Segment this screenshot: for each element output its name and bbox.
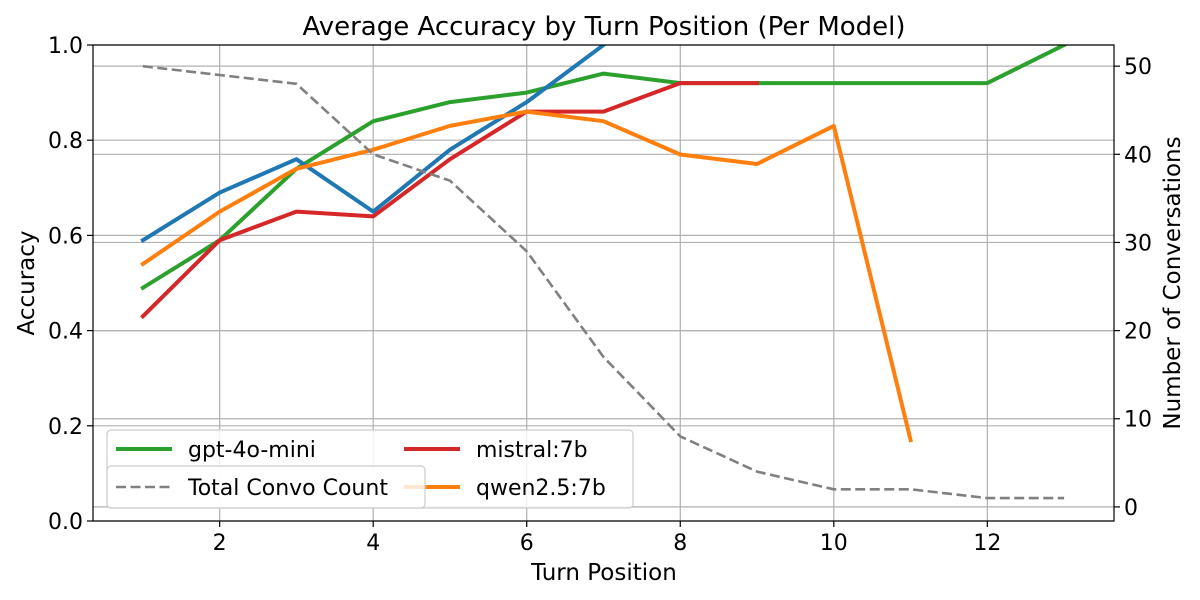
y2-tick-label: 20: [1124, 320, 1152, 345]
x-tick-label: 10: [820, 531, 848, 556]
legend-item-gpt-4o-mini: gpt-4o-mini: [116, 438, 316, 463]
series-line-qwen2-5-7b: [140, 109, 914, 443]
legend-label: qwen2.5:7b: [476, 476, 606, 501]
y2-tick-label: 0: [1124, 496, 1138, 521]
series-line-mistral-7b: [140, 81, 759, 320]
y-tick-label: 0.4: [48, 320, 83, 345]
y-tick-label: 0.6: [48, 224, 83, 249]
x-tick-label: 12: [973, 531, 1001, 556]
plot-frame: [92, 44, 1115, 522]
y2-tick-label: 10: [1124, 408, 1152, 433]
legend-label: Total Convo Count: [187, 476, 388, 501]
y-tick-label: 0.2: [48, 415, 83, 440]
legend-item-total-convo-count: Total Convo Count: [116, 476, 388, 501]
y-tick-label: 1.0: [48, 34, 83, 59]
x-tick-label: 8: [673, 531, 687, 556]
y-tick-label: 0.0: [48, 510, 83, 535]
x-tick-label: 2: [213, 531, 227, 556]
legend-label: mistral:7b: [476, 438, 588, 463]
x-tick-label: 6: [520, 531, 534, 556]
y-axis-title: Accuracy: [14, 230, 40, 335]
y2-tick-label: 50: [1124, 55, 1152, 80]
legend-label: gpt-4o-mini: [188, 438, 316, 463]
x-tick-label: 4: [366, 531, 380, 556]
tick-layer: 2 4 6 8 10 12 0.0 0.2 0.4 0.6 0.8 1.0 0 10 20 30 40 50: [48, 34, 1152, 556]
series-line-unnamed-1: [140, 45, 607, 243]
chart-title: Average Accuracy by Turn Position (Per M…: [302, 12, 905, 42]
y2-tick-label: 30: [1124, 231, 1152, 256]
x-axis-title: Turn Position: [530, 560, 677, 586]
legend-box-count: [106, 465, 426, 509]
y-tick-label: 0.8: [48, 129, 83, 154]
series-layer: [140, 45, 1067, 500]
legend: gpt-4o-mini mistral:7b qwen2.5:7b Total Con…: [106, 429, 634, 509]
axes-frame: [92, 44, 1115, 522]
series-line-total-convo-count: [142, 64, 1065, 500]
y2-axis-title: Number of Conversations: [1160, 136, 1186, 429]
y2-tick-label: 40: [1124, 143, 1152, 168]
legend-item-mistral-7b: mistral:7b: [404, 438, 588, 463]
